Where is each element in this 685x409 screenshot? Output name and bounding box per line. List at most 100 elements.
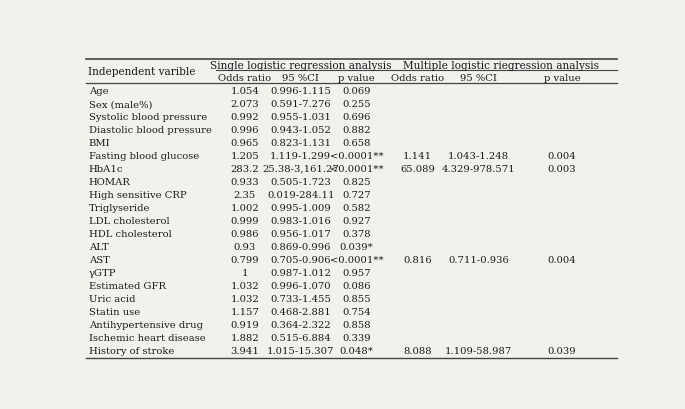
Text: 0.955-1.031: 0.955-1.031 [270,113,331,122]
Text: 0.004: 0.004 [548,152,577,161]
Text: 1.032: 1.032 [231,282,259,291]
Text: 1.043-1.248: 1.043-1.248 [448,152,509,161]
Text: 0.727: 0.727 [342,191,371,200]
Text: 1: 1 [242,269,248,278]
Text: 0.869-0.996: 0.869-0.996 [271,243,331,252]
Text: 0.003: 0.003 [548,165,576,174]
Text: Odds ratio: Odds ratio [219,74,271,83]
Text: Odds ratio: Odds ratio [391,74,444,83]
Text: 0.858: 0.858 [342,321,371,330]
Text: <0.0001**: <0.0001** [329,152,383,161]
Text: 0.019-284.11: 0.019-284.11 [267,191,334,200]
Text: 65.089: 65.089 [400,165,435,174]
Text: 1.205: 1.205 [231,152,259,161]
Text: 1.882: 1.882 [231,334,259,343]
Text: 0.983-1.016: 0.983-1.016 [271,217,331,226]
Text: 1.054: 1.054 [230,87,260,96]
Text: 0.754: 0.754 [342,308,371,317]
Text: p value: p value [338,74,375,83]
Text: 0.591-7.276: 0.591-7.276 [271,100,331,109]
Text: 0.468-2.881: 0.468-2.881 [271,308,331,317]
Text: 0.987-1.012: 0.987-1.012 [270,269,331,278]
Text: 1.002: 1.002 [231,204,259,213]
Text: 0.378: 0.378 [342,230,371,239]
Text: 95 %CI: 95 %CI [282,74,319,83]
Text: 0.927: 0.927 [342,217,371,226]
Text: 1.119-1.299: 1.119-1.299 [270,152,331,161]
Text: 1.032: 1.032 [231,295,259,304]
Text: <0.0001**: <0.0001** [329,256,383,265]
Text: Single logistic regression analysis: Single logistic regression analysis [210,61,391,71]
Text: 0.505-1.723: 0.505-1.723 [271,178,331,187]
Text: 0.93: 0.93 [234,243,256,252]
Text: 0.705-0.906: 0.705-0.906 [271,256,331,265]
Text: 0.582: 0.582 [342,204,371,213]
Text: Estimated GFR: Estimated GFR [89,282,166,291]
Text: High sensitive CRP: High sensitive CRP [89,191,186,200]
Text: Antihypertensive drug: Antihypertensive drug [89,321,203,330]
Text: 0.255: 0.255 [342,100,371,109]
Text: 0.364-2.322: 0.364-2.322 [271,321,331,330]
Text: Triglyseride: Triglyseride [89,204,150,213]
Text: p value: p value [544,74,580,83]
Text: 3.941: 3.941 [230,347,260,356]
Text: 25.38-3,161.27: 25.38-3,161.27 [262,165,339,174]
Text: 0.816: 0.816 [403,256,432,265]
Text: 0.957: 0.957 [342,269,371,278]
Text: 0.996-1.070: 0.996-1.070 [271,282,331,291]
Text: 0.943-1.052: 0.943-1.052 [270,126,331,135]
Text: 0.995-1.009: 0.995-1.009 [271,204,331,213]
Text: 0.799: 0.799 [231,256,259,265]
Text: 0.919: 0.919 [231,321,259,330]
Text: 0.086: 0.086 [342,282,371,291]
Text: 0.069: 0.069 [342,87,371,96]
Text: 4.329-978.571: 4.329-978.571 [442,165,515,174]
Text: HbA1c: HbA1c [89,165,123,174]
Text: 1.109-58.987: 1.109-58.987 [445,347,512,356]
Text: Diastolic blood pressure: Diastolic blood pressure [89,126,212,135]
Text: 0.882: 0.882 [342,126,371,135]
Text: 1.141: 1.141 [403,152,432,161]
Text: 0.933: 0.933 [231,178,259,187]
Text: Ischemic heart disease: Ischemic heart disease [89,334,206,343]
Text: 0.986: 0.986 [231,230,259,239]
Text: 2.073: 2.073 [231,100,259,109]
Text: 0.004: 0.004 [548,256,577,265]
Text: 2.35: 2.35 [234,191,256,200]
Text: Sex (male%): Sex (male%) [89,100,152,109]
Text: Uric acid: Uric acid [89,295,136,304]
Text: BMI: BMI [89,139,110,148]
Text: 0.733-1.455: 0.733-1.455 [270,295,331,304]
Text: 0.048*: 0.048* [340,347,373,356]
Text: 0.039*: 0.039* [340,243,373,252]
Text: History of stroke: History of stroke [89,347,174,356]
Text: <0.0001**: <0.0001** [329,165,383,174]
Text: 283.2: 283.2 [231,165,259,174]
Text: 0.956-1.017: 0.956-1.017 [271,230,331,239]
Text: 0.696: 0.696 [342,113,371,122]
Text: Multiple logistic riegression analysis: Multiple logistic riegression analysis [403,61,599,71]
Text: Fasting blood glucose: Fasting blood glucose [89,152,199,161]
Text: Systolic blood pressure: Systolic blood pressure [89,113,207,122]
Text: HOMAR: HOMAR [89,178,131,187]
Text: 0.039: 0.039 [548,347,576,356]
Text: 0.996-1.115: 0.996-1.115 [270,87,331,96]
Text: Age: Age [89,87,108,96]
Text: γGTP: γGTP [89,269,116,278]
Text: 95 %CI: 95 %CI [460,74,497,83]
Text: AST: AST [89,256,110,265]
Text: HDL cholesterol: HDL cholesterol [89,230,171,239]
Text: 0.825: 0.825 [342,178,371,187]
Text: 0.823-1.131: 0.823-1.131 [270,139,331,148]
Text: 0.996: 0.996 [231,126,259,135]
Text: 0.658: 0.658 [342,139,371,148]
Text: 0.855: 0.855 [342,295,371,304]
Text: 1.157: 1.157 [230,308,260,317]
Text: 0.339: 0.339 [342,334,371,343]
Text: 0.711-0.936: 0.711-0.936 [448,256,509,265]
Text: 0.515-6.884: 0.515-6.884 [271,334,331,343]
Text: ALT: ALT [89,243,108,252]
Text: 0.992: 0.992 [231,113,259,122]
Text: Statin use: Statin use [89,308,140,317]
Text: 1.015-15.307: 1.015-15.307 [267,347,334,356]
